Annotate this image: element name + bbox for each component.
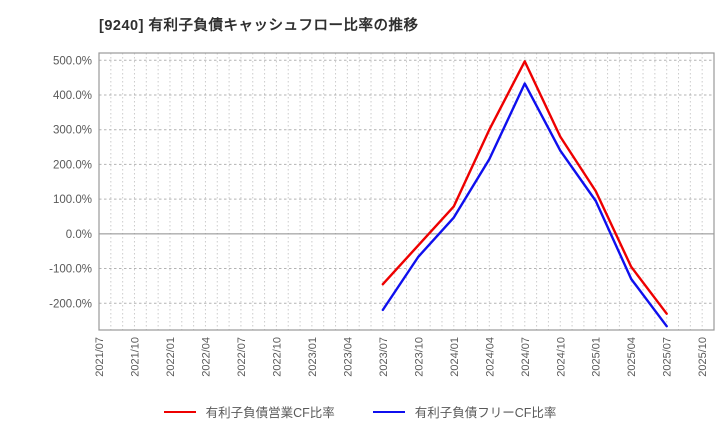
plot-border <box>98 52 715 331</box>
y-axis-tick-label: -200.0% <box>49 298 92 310</box>
y-axis-tick-label: 200.0% <box>53 159 92 171</box>
x-axis-tick-label: 2024/07 <box>520 337 532 377</box>
legend-label-free-cf: 有利子負債フリーCF比率 <box>414 406 557 420</box>
x-axis-tick-label: 2021/10 <box>129 337 141 377</box>
y-axis-tick-label: 100.0% <box>53 194 92 206</box>
legend-line-red <box>163 410 196 413</box>
x-axis-tick-label: 2025/10 <box>697 337 709 377</box>
x-axis-tick-label: 2022/07 <box>236 337 248 377</box>
series-line-free-cf <box>381 82 668 328</box>
series-line-operating-cf <box>381 60 668 315</box>
x-axis-tick-label: 2023/04 <box>342 337 354 377</box>
x-axis-tick-label: 2024/01 <box>449 337 461 377</box>
x-axis-tick-label: 2025/01 <box>591 337 603 377</box>
x-axis-tick-label: 2021/07 <box>94 337 106 377</box>
x-axis-tick-label: 2022/01 <box>165 337 177 377</box>
x-axis-tick-label: 2024/04 <box>484 337 496 377</box>
legend-item-free-cf: 有利子負債フリーCF比率 <box>372 402 557 421</box>
x-axis-tick-label: 2023/07 <box>378 337 390 377</box>
x-axis-tick-label: 2025/07 <box>662 337 674 377</box>
x-axis-tick-label: 2023/01 <box>307 337 319 377</box>
y-axis-tick-label: 300.0% <box>53 125 92 137</box>
y-axis-tick-label: 0.0% <box>66 229 92 241</box>
x-axis-tick-label: 2023/10 <box>413 337 425 377</box>
x-axis-tick-label: 2025/04 <box>626 337 638 377</box>
legend-label-operating-cf: 有利子負債営業CF比率 <box>205 406 335 420</box>
x-axis-tick-label: 2024/10 <box>555 337 567 377</box>
x-axis-tick-label: 2022/04 <box>200 337 212 377</box>
legend-item-operating-cf: 有利子負債営業CF比率 <box>163 402 335 421</box>
y-axis-tick-label: -100.0% <box>49 264 92 276</box>
y-axis-tick-label: 500.0% <box>53 55 92 67</box>
y-axis-tick-label: 400.0% <box>53 90 92 102</box>
chart-title: [9240] 有利子負債キャッシュフロー比率の推移 <box>99 18 419 34</box>
legend: 有利子負債営業CF比率 有利子負債フリーCF比率 <box>0 402 720 421</box>
legend-line-blue <box>372 410 405 413</box>
x-axis-tick-label: 2022/10 <box>271 337 283 377</box>
